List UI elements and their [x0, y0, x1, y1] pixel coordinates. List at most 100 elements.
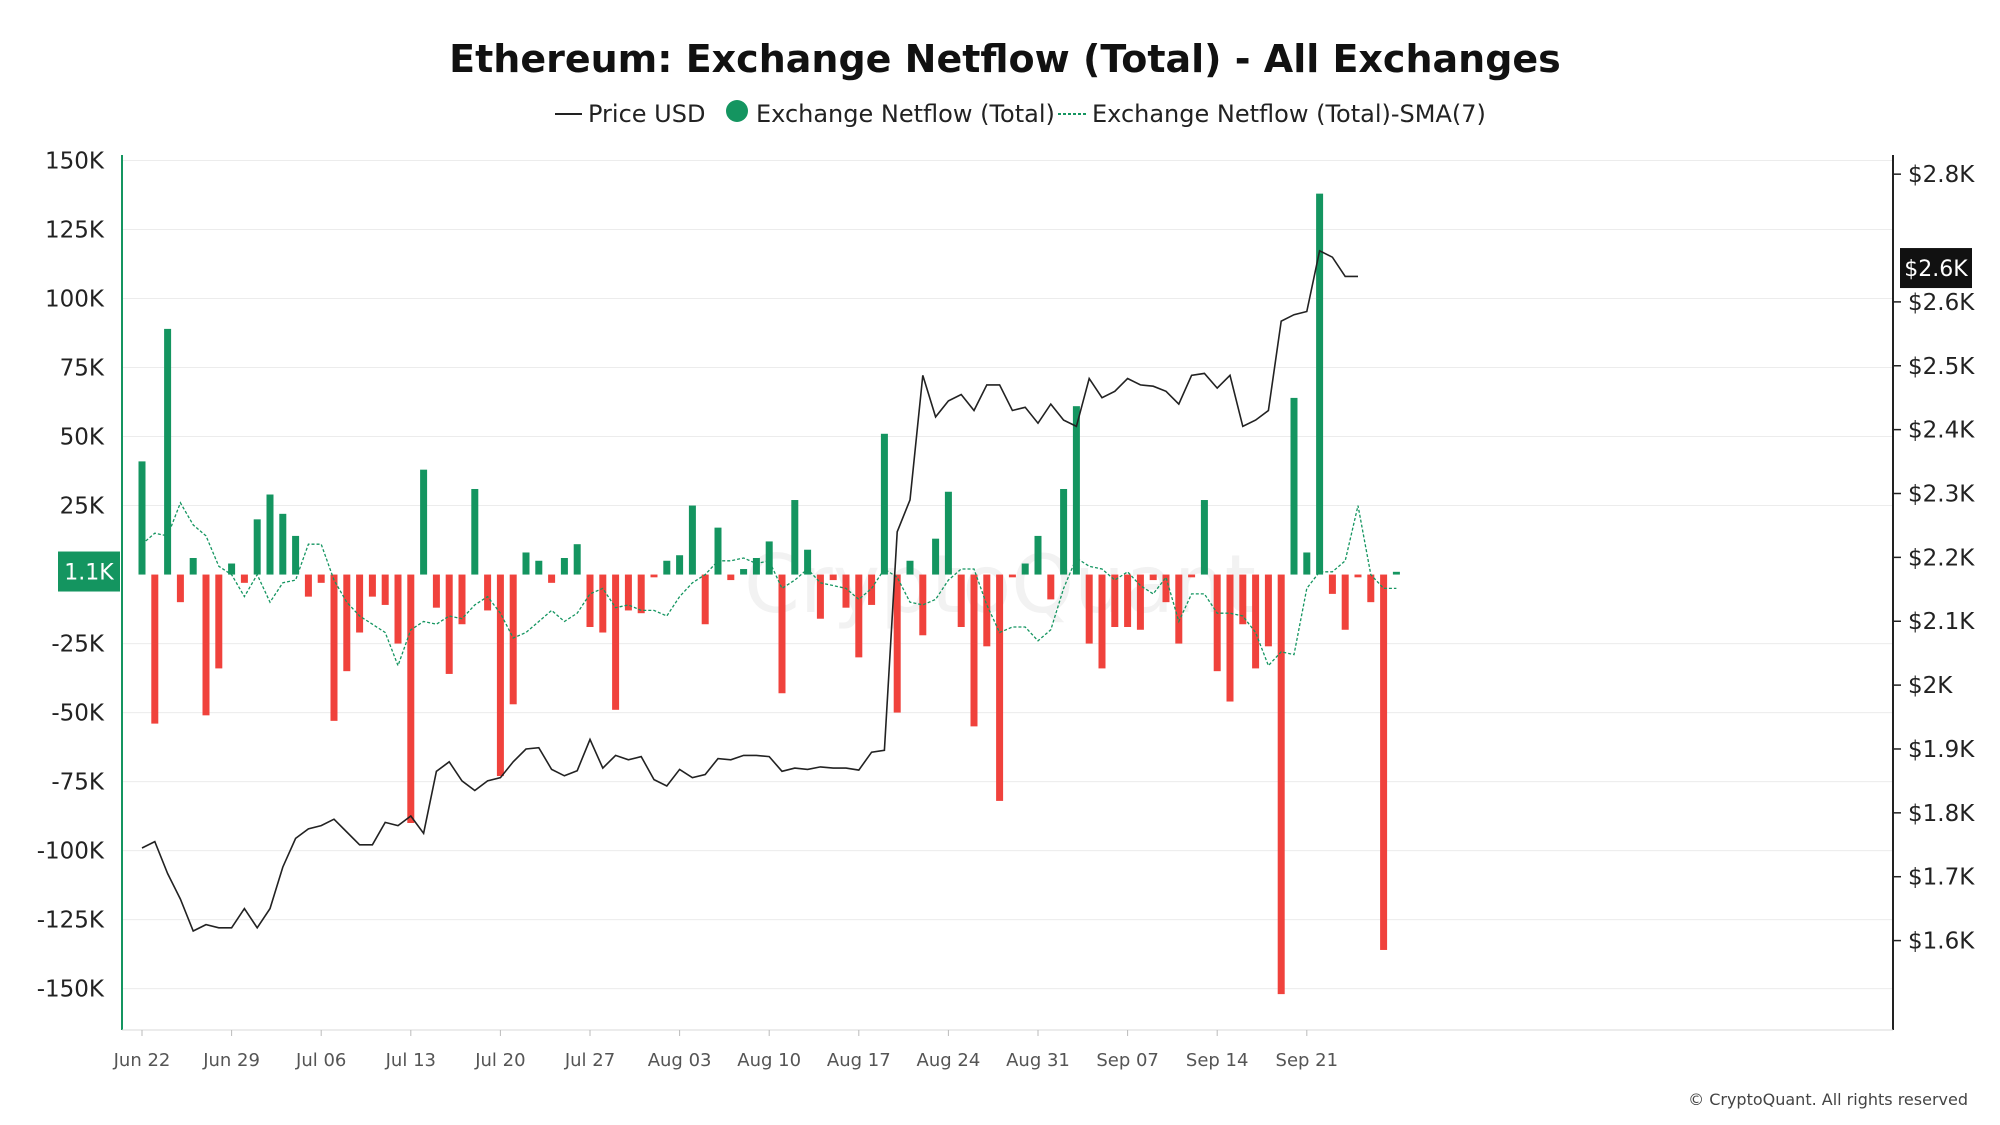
- netflow-bar: [266, 494, 274, 575]
- netflow-bar: [1034, 535, 1042, 575]
- x-tick-label: Jul 20: [474, 1050, 525, 1071]
- netflow-bar: [701, 574, 709, 625]
- netflow-bar: [906, 560, 914, 575]
- netflow-bar: [343, 574, 351, 672]
- netflow-bar: [1047, 574, 1055, 600]
- netflow-bar: [855, 574, 863, 658]
- netflow-bar: [151, 574, 159, 724]
- x-tick-label: Aug 24: [917, 1050, 981, 1071]
- netflow-bar: [919, 574, 927, 636]
- netflow-bar: [727, 574, 735, 581]
- netflow-bar: [215, 574, 223, 669]
- netflow-bar: [279, 513, 287, 575]
- netflow-bar: [957, 574, 965, 628]
- netflow-bar: [637, 574, 645, 614]
- netflow-bar: [932, 538, 940, 575]
- y-left-tick-label: 150K: [45, 149, 105, 175]
- netflow-bar: [138, 461, 146, 575]
- netflow-bar: [522, 552, 530, 575]
- y-right-tick-label: $2.8K: [1908, 162, 1975, 188]
- netflow-bar: [202, 574, 210, 716]
- netflow-bar: [407, 574, 415, 823]
- netflow-bar: [1188, 574, 1196, 578]
- y-right-tick-label: $1.8K: [1908, 801, 1975, 827]
- netflow-bar: [612, 574, 620, 710]
- netflow-bar: [176, 574, 184, 603]
- netflow-bar: [1252, 574, 1260, 669]
- y-right-tick-label: $2.4K: [1908, 418, 1975, 444]
- netflow-bar: [688, 505, 696, 575]
- netflow-bar: [1392, 571, 1400, 575]
- price-layer: [141, 249, 1358, 933]
- netflow-bar: [368, 574, 376, 597]
- y-right-tick-label: $1.7K: [1908, 865, 1975, 891]
- netflow-bar: [663, 560, 671, 575]
- netflow-bar: [535, 560, 543, 575]
- x-axis: Jun 22 Jun 29 Jul 06 Jul 13 Jul 20 Jul 27 Aug …: [113, 1029, 1893, 1071]
- netflow-bar: [189, 557, 197, 575]
- x-tick-label: Aug 03: [648, 1050, 712, 1071]
- sma-line: [141, 501, 1397, 668]
- netflow-bar: [1111, 574, 1119, 628]
- netflow-bar: [740, 569, 748, 575]
- current-netflow-badge-label: 1.1K: [64, 561, 114, 586]
- x-tick-label: Jun 29: [202, 1050, 260, 1071]
- gridlines: [122, 160, 1893, 990]
- netflow-bar: [1328, 574, 1336, 594]
- y-right-tick-label: $2.1K: [1908, 609, 1975, 635]
- x-tick-label: Sep 21: [1276, 1050, 1339, 1071]
- netflow-bar: [650, 574, 658, 578]
- netflow-bar: [816, 574, 824, 619]
- netflow-bar: [1124, 574, 1132, 628]
- netflow-bar: [1213, 574, 1221, 672]
- y-right-tick-label: $2K: [1908, 673, 1953, 699]
- netflow-bar: [970, 574, 978, 727]
- y-right-tick-label: $2.6K: [1908, 290, 1975, 316]
- x-tick-label: Jul 06: [295, 1050, 346, 1071]
- badges: 1.1K $2.6K: [58, 248, 1972, 592]
- y-left-tick-label: -50K: [51, 701, 105, 727]
- netflow-bar: [791, 500, 799, 575]
- netflow-bar: [1303, 552, 1311, 575]
- y-right-tick-label: $1.6K: [1908, 929, 1975, 955]
- y-right-tick-label: $2.3K: [1908, 482, 1975, 508]
- netflow-bar: [1085, 574, 1093, 644]
- x-tick-label: Aug 31: [1006, 1050, 1070, 1071]
- legend-netflow-label: Exchange Netflow (Total): [756, 100, 1055, 128]
- netflow-bar: [752, 557, 760, 575]
- netflow-bar: [676, 555, 684, 575]
- y-left-tick-label: -125K: [37, 908, 105, 934]
- netflow-bar: [445, 574, 453, 674]
- netflow-bar: [484, 574, 492, 611]
- sma-layer: [141, 501, 1397, 668]
- x-tick-label: Jun 22: [113, 1050, 171, 1071]
- legend-price-label: Price USD: [588, 100, 705, 128]
- netflow-bar: [1226, 574, 1234, 702]
- netflow-bar: [1021, 563, 1029, 575]
- netflow-bar: [1072, 406, 1080, 575]
- netflow-bar: [1239, 574, 1247, 625]
- right-axis: $2.8K $2.6K $2.5K $2.4K $2.3K $2.2K $2.1K $2K $1…: [1892, 155, 1975, 1030]
- y-left-tick-label: 100K: [45, 287, 105, 313]
- netflow-bar: [1060, 488, 1068, 575]
- netflow-bar: [1316, 193, 1324, 575]
- netflow-bar: [228, 563, 236, 575]
- netflow-bar: [394, 574, 402, 644]
- x-tick-label: Jul 27: [564, 1050, 615, 1071]
- netflow-bar: [893, 574, 901, 713]
- netflow-bar: [317, 574, 325, 583]
- netflow-bar: [880, 433, 888, 575]
- netflow-bar: [944, 491, 952, 575]
- netflow-bar: [1380, 574, 1388, 950]
- netflow-bar: [1341, 574, 1349, 630]
- netflow-bar: [599, 574, 607, 633]
- netflow-bar: [560, 557, 568, 575]
- netflow-bar: [1367, 574, 1375, 603]
- netflow-bar: [1098, 574, 1106, 669]
- y-right-tick-label: $2.2K: [1908, 545, 1975, 571]
- netflow-bar: [253, 519, 261, 575]
- x-tick-label: Aug 10: [737, 1050, 801, 1071]
- price-line: [141, 249, 1358, 933]
- netflow-bars: [138, 193, 1400, 995]
